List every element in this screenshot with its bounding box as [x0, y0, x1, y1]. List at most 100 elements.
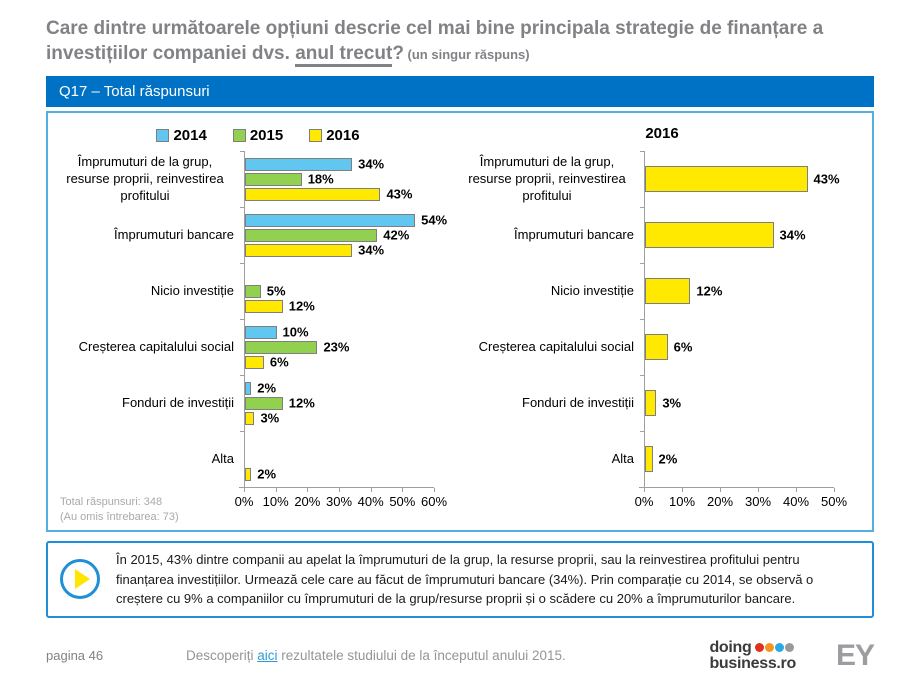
category-plot-area: 6%	[640, 319, 834, 376]
category-label: Alta	[611, 450, 634, 466]
chart-category-row: Împrumuturi bancare 54% 42% 34%	[56, 207, 460, 264]
bar-slot: 43%	[645, 165, 840, 193]
bar-2016	[245, 187, 381, 201]
doingbusiness-logo-line2: business.ro	[709, 654, 796, 672]
section-banner: Q17 – Total răspunsuri	[46, 76, 874, 108]
totals-note-line2: (Au omis întrebarea: 73)	[60, 511, 179, 524]
bar-slot: 6%	[645, 333, 834, 361]
x-axis: 0% 10% 20% 30% 40% 50%	[460, 487, 864, 513]
page-number: pagina 46	[46, 648, 104, 664]
axis-tick-label: 20%	[294, 494, 321, 510]
category-plot-area: 34%	[640, 207, 834, 264]
bar-slot	[245, 437, 434, 452]
category-label: Alta	[211, 450, 234, 466]
footer-link[interactable]: aici	[257, 648, 278, 664]
insight-text: În 2015, 43% dintre companii au apelat l…	[116, 552, 814, 607]
chart-panel: 2014 2015 2016 Împrumuturi de la grup, res…	[46, 111, 874, 533]
axis-tick-label: 50%	[389, 494, 416, 510]
footer-text-prefix: Descoperiți	[186, 648, 258, 664]
chart-category-row: Nicio investiție 12%	[460, 263, 864, 320]
play-triangle-icon	[74, 569, 90, 590]
category-label: Împrumuturi bancare	[514, 226, 634, 242]
bar-slot: 10%	[245, 325, 434, 340]
category-plot-area: 5% 12%	[240, 263, 434, 320]
bar-2016	[245, 243, 353, 257]
value-label: 2%	[658, 451, 678, 467]
bar-2016	[645, 334, 668, 361]
value-label: 18%	[307, 171, 334, 187]
chart-category-row: Creșterea capitalului social 6%	[460, 319, 864, 376]
logo-dot	[784, 643, 794, 653]
bar-slot: 2%	[245, 381, 434, 396]
section-banner-label: Q17 – Total răspunsuri	[59, 83, 210, 101]
logo-dot	[774, 643, 784, 653]
legend-label-2014: 2014	[173, 126, 207, 144]
axis-tick-label: 0%	[234, 494, 254, 510]
chart-category-row: Împrumuturi de la grup, resurse proprii,…	[56, 151, 460, 208]
axis-tick	[796, 488, 797, 493]
bar-slot: 34%	[245, 243, 434, 258]
bar-2016	[645, 278, 691, 305]
axis-tick-label: 10%	[668, 494, 696, 510]
value-label: 12%	[696, 283, 723, 299]
bar-slot: 3%	[645, 389, 834, 417]
totals-note-line1: Total răspunsuri: 348	[60, 496, 163, 509]
axis-tick	[370, 488, 372, 493]
value-label: 43%	[813, 171, 840, 187]
axis-tick-label: 10%	[262, 494, 289, 510]
axis-tick-label: 50%	[820, 494, 848, 510]
category-plot-area: 12%	[640, 263, 834, 320]
axis-tick-label: 30%	[744, 494, 772, 510]
category-label: Împrumuturi de la grup, resurse proprii,…	[66, 153, 224, 203]
logo-dot	[764, 643, 774, 653]
axis-tick	[758, 488, 759, 493]
chart-2016-title: 2016	[645, 125, 679, 143]
bar-slot: 23%	[245, 340, 434, 355]
value-label: 34%	[779, 227, 806, 243]
bar-2014	[245, 381, 252, 395]
category-label: Împrumuturi de la grup, resurse proprii,…	[468, 153, 626, 203]
chart-category-row: Creșterea capitalului social 10% 23% 6%	[56, 319, 460, 376]
category-plot-area: 2% 12% 3%	[240, 375, 434, 432]
axis-tick	[834, 488, 835, 493]
value-label: 43%	[386, 186, 413, 202]
category-plot-area: 34% 18% 43%	[240, 151, 434, 208]
category-label: Nicio investiție	[150, 282, 234, 298]
bar-slot	[245, 269, 434, 284]
chart-category-row: Fonduri de investiții 3%	[460, 375, 864, 432]
bar-2014	[245, 325, 277, 339]
value-label: 6%	[269, 354, 289, 370]
bar-2015	[245, 172, 302, 186]
bar-2015	[245, 284, 261, 298]
axis-tick-label: 0%	[634, 494, 654, 510]
axis-tick	[720, 488, 721, 493]
legend-item-2016: 2016	[309, 127, 360, 144]
value-label: 34%	[358, 156, 385, 172]
bar-2016	[645, 222, 774, 249]
chart-category-row: Nicio investiție 5% 12%	[56, 263, 460, 320]
value-label: 6%	[673, 339, 693, 355]
x-axis: 0% 10% 20% 30% 40% 50% 60%	[56, 487, 460, 513]
chart-2016-only: 2016 Împrumuturi de la grup, resurse pro…	[460, 119, 864, 530]
value-label: 42%	[383, 227, 410, 243]
bar-slot: 12%	[245, 299, 434, 314]
legend-marker-2016	[309, 128, 323, 142]
axis-tick	[339, 488, 340, 493]
chart-category-row: Alta 2%	[56, 431, 460, 488]
chart-category-row: Fonduri de investiții 2% 12% 3%	[56, 375, 460, 432]
axis-tick-label: 40%	[357, 494, 384, 510]
category-plot-area: 10% 23% 6%	[240, 319, 434, 376]
bar-2016	[245, 411, 255, 425]
bar-2016	[645, 166, 808, 193]
value-label: 12%	[288, 395, 315, 411]
value-label: 2%	[257, 466, 277, 482]
category-label: Creșterea capitalului social	[478, 338, 634, 354]
category-plot-area: 3%	[640, 375, 834, 432]
axis-tick-label: 20%	[706, 494, 734, 510]
legend-item-2015: 2015	[232, 126, 284, 144]
bar-slot: 34%	[245, 157, 434, 172]
axis-tick	[402, 488, 404, 493]
legend-label-2015: 2015	[249, 126, 284, 144]
title-note: (un singur răspuns)	[403, 47, 530, 63]
bar-slot: 54%	[245, 213, 447, 228]
